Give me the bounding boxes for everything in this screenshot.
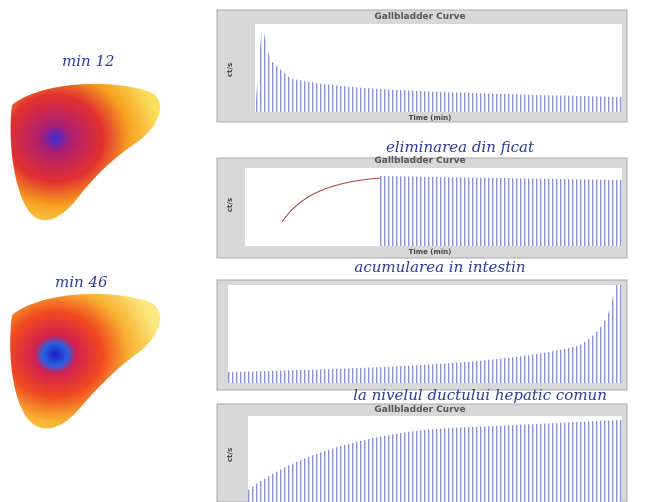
curve-bars: [380, 176, 622, 246]
page: min 12 min 46 Gallbladder Curve ct/s Tim…: [0, 0, 649, 502]
scan-image: [10, 294, 160, 429]
y-axis-label: ct/s: [226, 448, 234, 462]
caption: eliminarea din ficat: [386, 138, 535, 156]
image-label: min 46: [55, 273, 108, 291]
x-axis-label: Time (min): [409, 114, 452, 122]
caption: acumularea in intestin: [354, 258, 525, 276]
y-axis-label: ct/s: [226, 198, 234, 212]
caption: la nivelul ductului hepatic comun: [353, 386, 607, 404]
image-label: min 12: [62, 52, 115, 70]
y-axis-label: ct/s: [226, 63, 234, 77]
chart-title: Gallbladder Curve: [374, 156, 465, 166]
chart-title: Gallbladder Curve: [374, 12, 465, 22]
chart-title: Gallbladder Curve: [374, 405, 465, 415]
x-axis-label: Time (min): [409, 248, 452, 256]
scan-image: [11, 84, 160, 220]
